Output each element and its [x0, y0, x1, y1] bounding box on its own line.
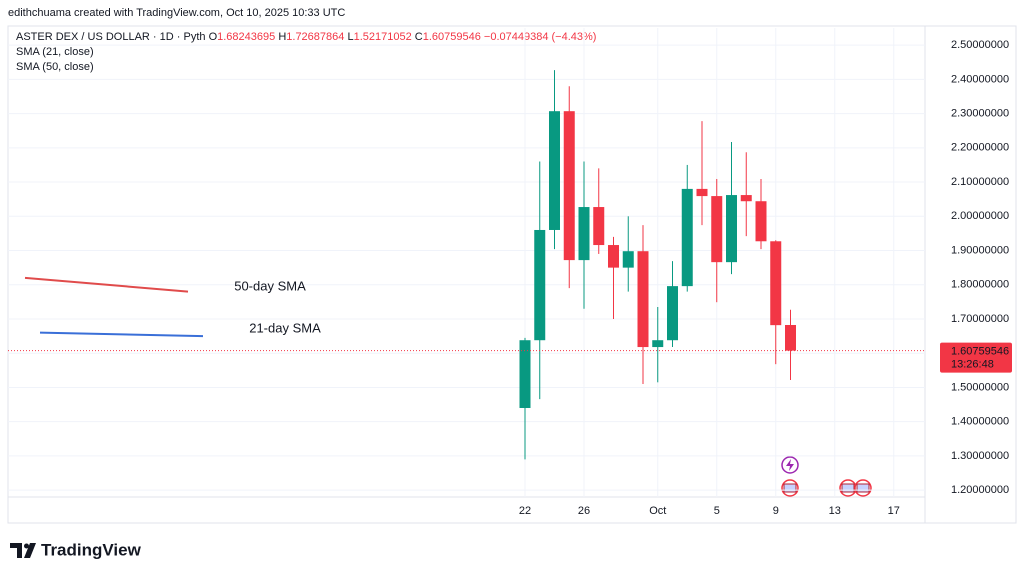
candle-body — [726, 195, 737, 263]
legend-key: H — [278, 31, 286, 43]
y-tick-label: 2.10000000 — [951, 176, 1009, 188]
y-tick-label: 1.50000000 — [951, 381, 1009, 393]
event-icon-glyph — [786, 459, 794, 471]
annotation-line — [24, 276, 189, 293]
header: edithchuama created with TradingView.com… — [8, 7, 345, 19]
flag-icon[interactable] — [781, 479, 799, 497]
change: −0.07449384 (−4.43%) — [484, 31, 597, 43]
legend-value: 1.52171052 — [354, 31, 412, 43]
legend: ASTER DEX / US DOLLAR · 1D · Pyth O1.682… — [16, 31, 596, 43]
chart-frame — [7, 25, 1017, 524]
brand: TradingView — [41, 540, 142, 559]
x-tick-label: 9 — [773, 505, 779, 517]
legend-key: C — [415, 31, 423, 43]
legend-key: O — [209, 31, 218, 43]
annotation-line — [39, 331, 204, 338]
candle-body — [563, 111, 575, 261]
price-tag-value: 1.60759546 — [951, 346, 1009, 358]
candle-body — [755, 201, 767, 242]
logo-dot — [24, 543, 29, 549]
candle-body — [681, 188, 693, 287]
legend-key: L — [347, 31, 353, 43]
candle-body — [534, 229, 546, 341]
flag-icon[interactable] — [854, 479, 872, 497]
x-tick-label: 5 — [714, 505, 720, 517]
candle-body — [785, 324, 796, 351]
annotation-label: 50-day SMA — [234, 278, 306, 293]
candle-body — [608, 245, 619, 268]
x-tick-label: 13 — [829, 505, 841, 517]
candle-body — [696, 188, 708, 197]
candle-body — [578, 207, 590, 261]
event-icons[interactable] — [781, 456, 872, 497]
y-tick-label: 2.40000000 — [951, 73, 1009, 85]
candle-body — [519, 340, 531, 408]
candle-body — [711, 196, 723, 263]
symbol: ASTER DEX / US DOLLAR · 1D · Pyth — [16, 31, 206, 43]
logo-mark — [10, 543, 36, 558]
y-tick-label: 1.90000000 — [951, 244, 1009, 256]
price-tag — [940, 342, 1012, 373]
price-tag-countdown: 13:26:48 — [951, 359, 994, 371]
candle-body — [652, 340, 664, 348]
y-tick-label: 2.20000000 — [951, 142, 1009, 154]
candle-body — [622, 251, 634, 268]
y-tick-label: 2.00000000 — [951, 210, 1009, 222]
candle-body — [593, 207, 605, 246]
candle-body — [667, 286, 678, 341]
y-tick-label: 2.50000000 — [951, 39, 1009, 51]
y-tick-label: 1.30000000 — [951, 450, 1009, 462]
flag-icon[interactable] — [839, 479, 857, 497]
footer-logo: TradingView — [10, 540, 142, 559]
x-tick-label: 26 — [578, 505, 590, 517]
legend-value: 1.60759546 — [423, 31, 481, 43]
candle-body — [549, 111, 560, 230]
y-tick-label: 1.80000000 — [951, 279, 1009, 291]
y-tick-label: 1.20000000 — [951, 484, 1009, 496]
y-tick-label: 2.30000000 — [951, 107, 1009, 119]
candle-body — [770, 241, 782, 326]
x-tick-label: Oct — [649, 505, 666, 517]
indicator-label: SMA (21, close) — [16, 46, 94, 58]
legend-value: 1.68243695 — [217, 31, 275, 43]
x-tick-label: 17 — [888, 505, 900, 517]
y-tick-label: 1.40000000 — [951, 416, 1009, 428]
x-tick-label: 22 — [519, 505, 531, 517]
indicator-label: SMA (50, close) — [16, 61, 94, 73]
candle-body — [637, 251, 649, 348]
legend-value: 1.72687864 — [286, 31, 344, 43]
candle-body — [740, 195, 752, 202]
y-tick-label: 1.70000000 — [951, 313, 1009, 325]
annotation-label: 21-day SMA — [249, 320, 321, 335]
